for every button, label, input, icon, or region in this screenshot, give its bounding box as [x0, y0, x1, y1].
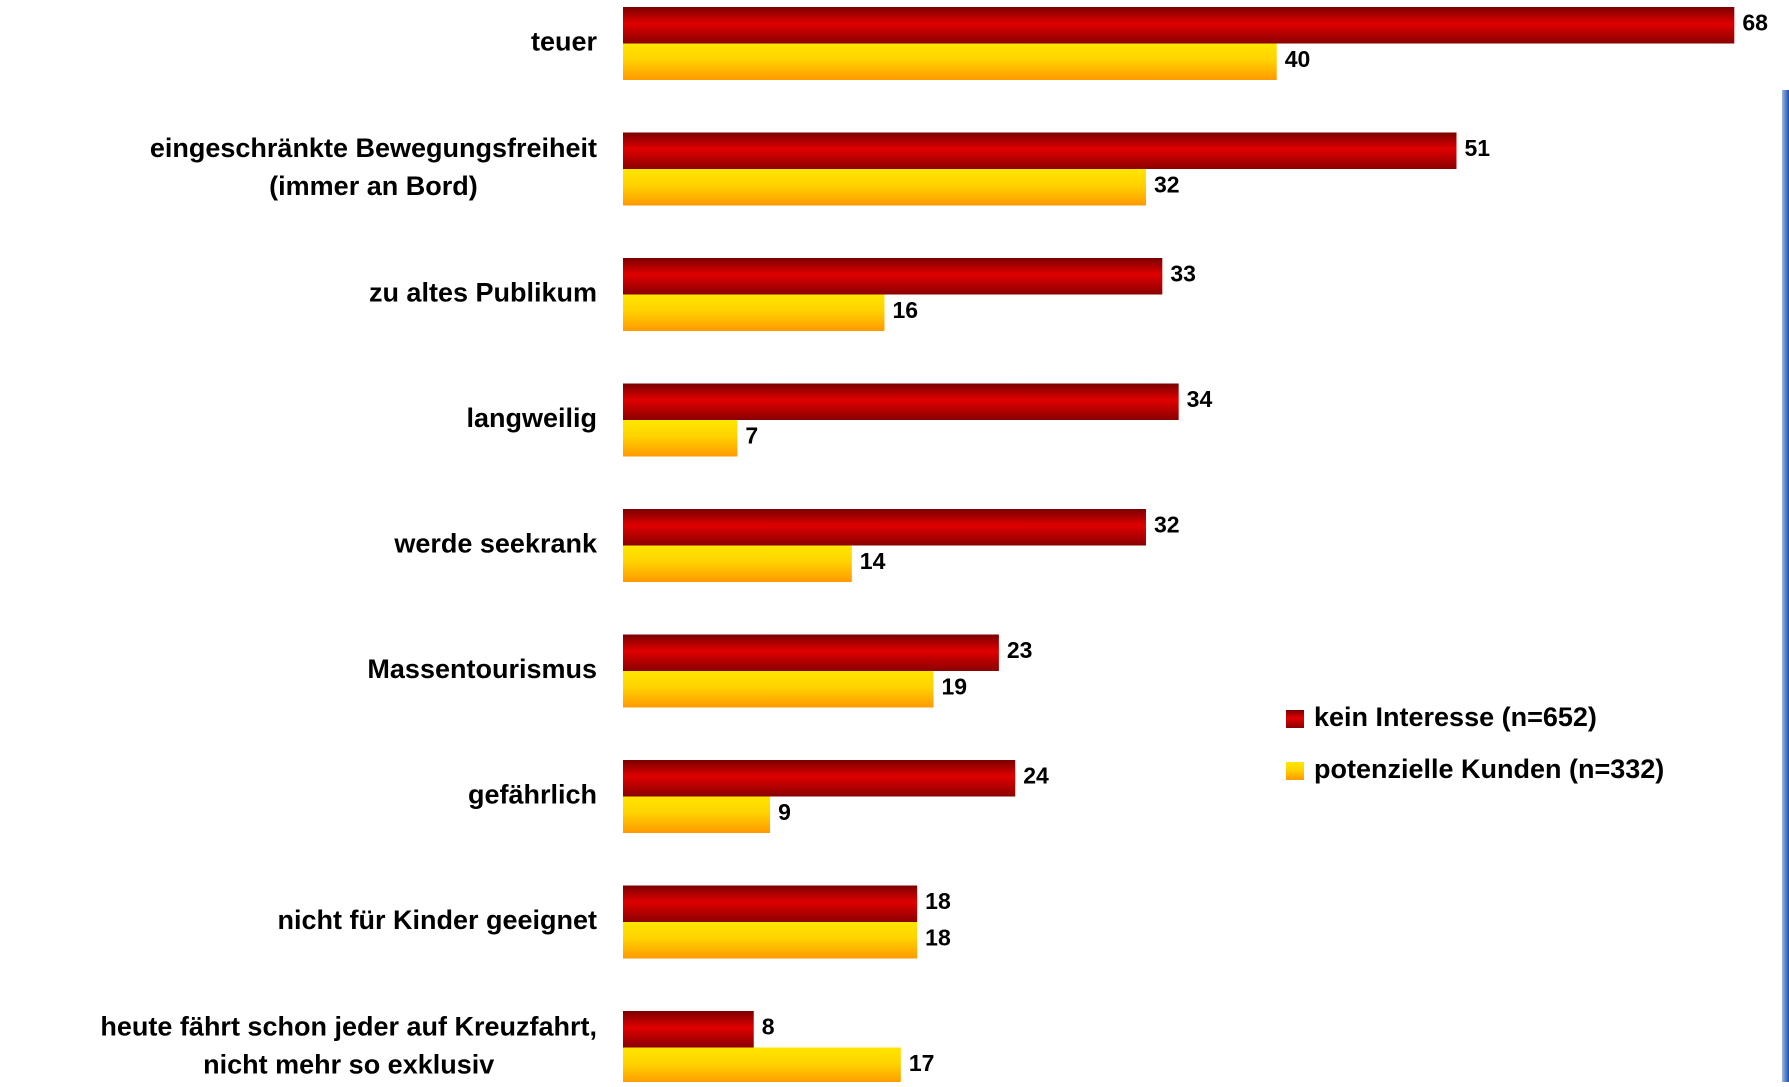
value-label: 19	[942, 673, 968, 699]
bar	[623, 922, 918, 959]
value-label: 17	[909, 1050, 935, 1076]
value-label: 34	[1187, 386, 1213, 412]
legend-swatch	[1286, 710, 1304, 728]
legend-label: kein Interesse (n=652)	[1314, 702, 1597, 732]
bar	[623, 169, 1146, 206]
bar	[623, 383, 1179, 420]
bar	[623, 258, 1163, 295]
bar	[623, 634, 999, 671]
value-label: 32	[1154, 171, 1180, 197]
bar	[623, 43, 1277, 80]
legend-label: potenzielle Kunden (n=332)	[1314, 754, 1664, 784]
bar	[623, 796, 771, 833]
bar	[623, 760, 1016, 797]
value-label: 7	[745, 422, 758, 448]
value-label: 18	[925, 924, 951, 950]
bar	[623, 7, 1735, 44]
bar	[623, 294, 885, 331]
category-label: gefährlich	[468, 780, 597, 810]
bar	[623, 1011, 754, 1048]
category-label: zu altes Publikum	[369, 278, 597, 308]
category-label: eingeschränkte Bewegungsfreiheit (immer a…	[150, 133, 597, 201]
value-label: 33	[1170, 260, 1196, 286]
value-label: 51	[1464, 135, 1490, 161]
category-label: langweilig	[466, 403, 597, 433]
value-label: 14	[860, 548, 886, 574]
value-label: 24	[1023, 762, 1049, 788]
value-label: 23	[1007, 637, 1033, 663]
category-label: teuer	[531, 27, 598, 57]
value-label: 18	[925, 888, 951, 914]
value-label: 9	[778, 799, 791, 825]
value-label: 68	[1742, 9, 1768, 35]
bar	[623, 1047, 901, 1084]
bar	[623, 420, 738, 457]
category-label: heute fährt schon jeder auf Kreuzfahrt, n…	[100, 1012, 597, 1080]
legend-swatch	[1286, 762, 1304, 780]
bar	[623, 885, 918, 922]
value-label: 8	[762, 1013, 775, 1039]
value-label: 16	[892, 297, 918, 323]
category-label: nicht für Kinder geeignet	[277, 905, 597, 935]
value-label: 32	[1154, 511, 1180, 537]
bar	[623, 509, 1146, 546]
bar	[623, 545, 852, 582]
category-label: werde seekrank	[393, 529, 598, 559]
window-edge	[1782, 90, 1789, 1082]
bar	[623, 671, 934, 708]
value-label: 40	[1285, 46, 1311, 72]
bar	[623, 132, 1457, 169]
category-label: Massentourismus	[367, 654, 597, 684]
